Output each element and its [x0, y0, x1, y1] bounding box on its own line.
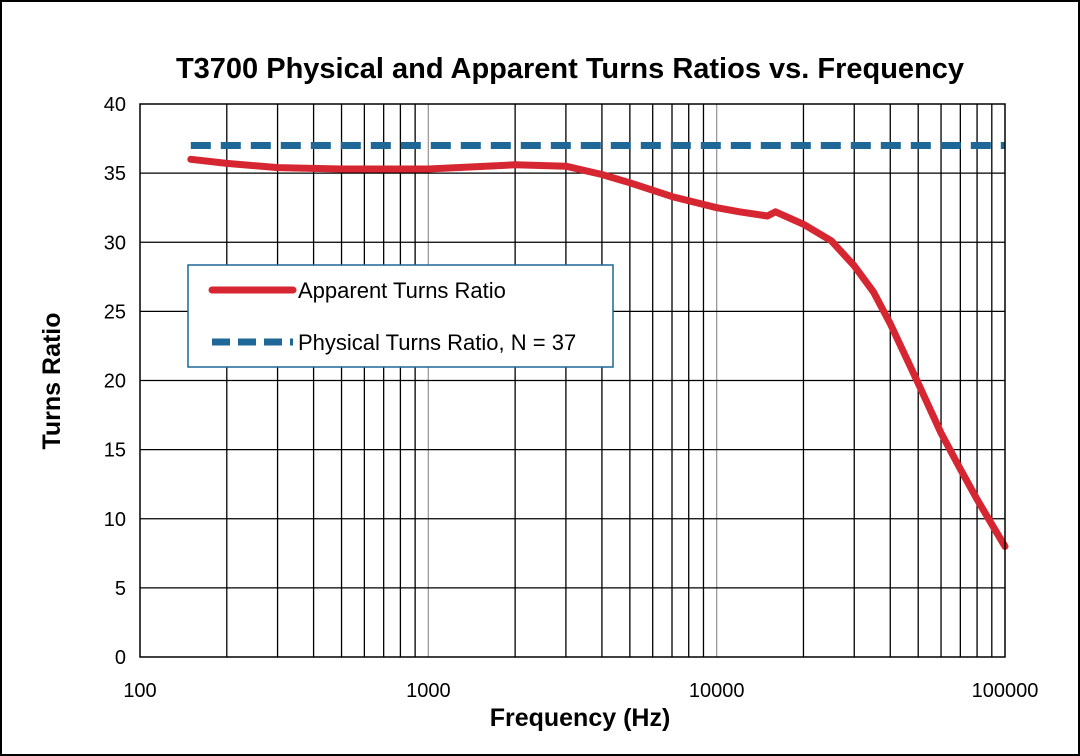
- y-tick-labels: 0 5 10 15 20 25 30 35 40: [104, 94, 126, 669]
- chart-title: T3700 Physical and Apparent Turns Ratios…: [176, 53, 964, 85]
- y-tick-label: 0: [115, 647, 126, 669]
- y-tick-label: 10: [104, 509, 126, 531]
- x-tick-label: 100: [123, 680, 156, 702]
- plot-border: [139, 103, 1006, 658]
- series-layer: [187, 142, 1009, 550]
- y-tick-label: 15: [104, 440, 126, 462]
- x-axis-label: Frequency (Hz): [490, 704, 671, 732]
- legend-box: [187, 264, 614, 368]
- y-tick-label: 5: [115, 578, 126, 600]
- y-tick-label: 30: [104, 232, 126, 254]
- y-tick-label: 35: [104, 163, 126, 185]
- x-tick-label: 10000: [689, 680, 745, 702]
- x-tick-label: 100000: [972, 680, 1039, 702]
- legend: Apparent Turns Ratio Physical Turns Rati…: [187, 264, 614, 368]
- series-line-apparent: [187, 155, 1009, 550]
- y-axis-label: Turns Ratio: [38, 312, 66, 449]
- y-tick-label: 20: [104, 371, 126, 393]
- y-tick-label: 25: [104, 301, 126, 323]
- y-tick-label: 40: [104, 94, 126, 116]
- x-tick-label: 1000: [406, 680, 451, 702]
- legend-label-physical: Physical Turns Ratio, N = 37: [298, 330, 576, 355]
- x-tick-labels: 100 1000 10000 100000: [123, 680, 1038, 702]
- legend-label-apparent: Apparent Turns Ratio: [298, 278, 506, 303]
